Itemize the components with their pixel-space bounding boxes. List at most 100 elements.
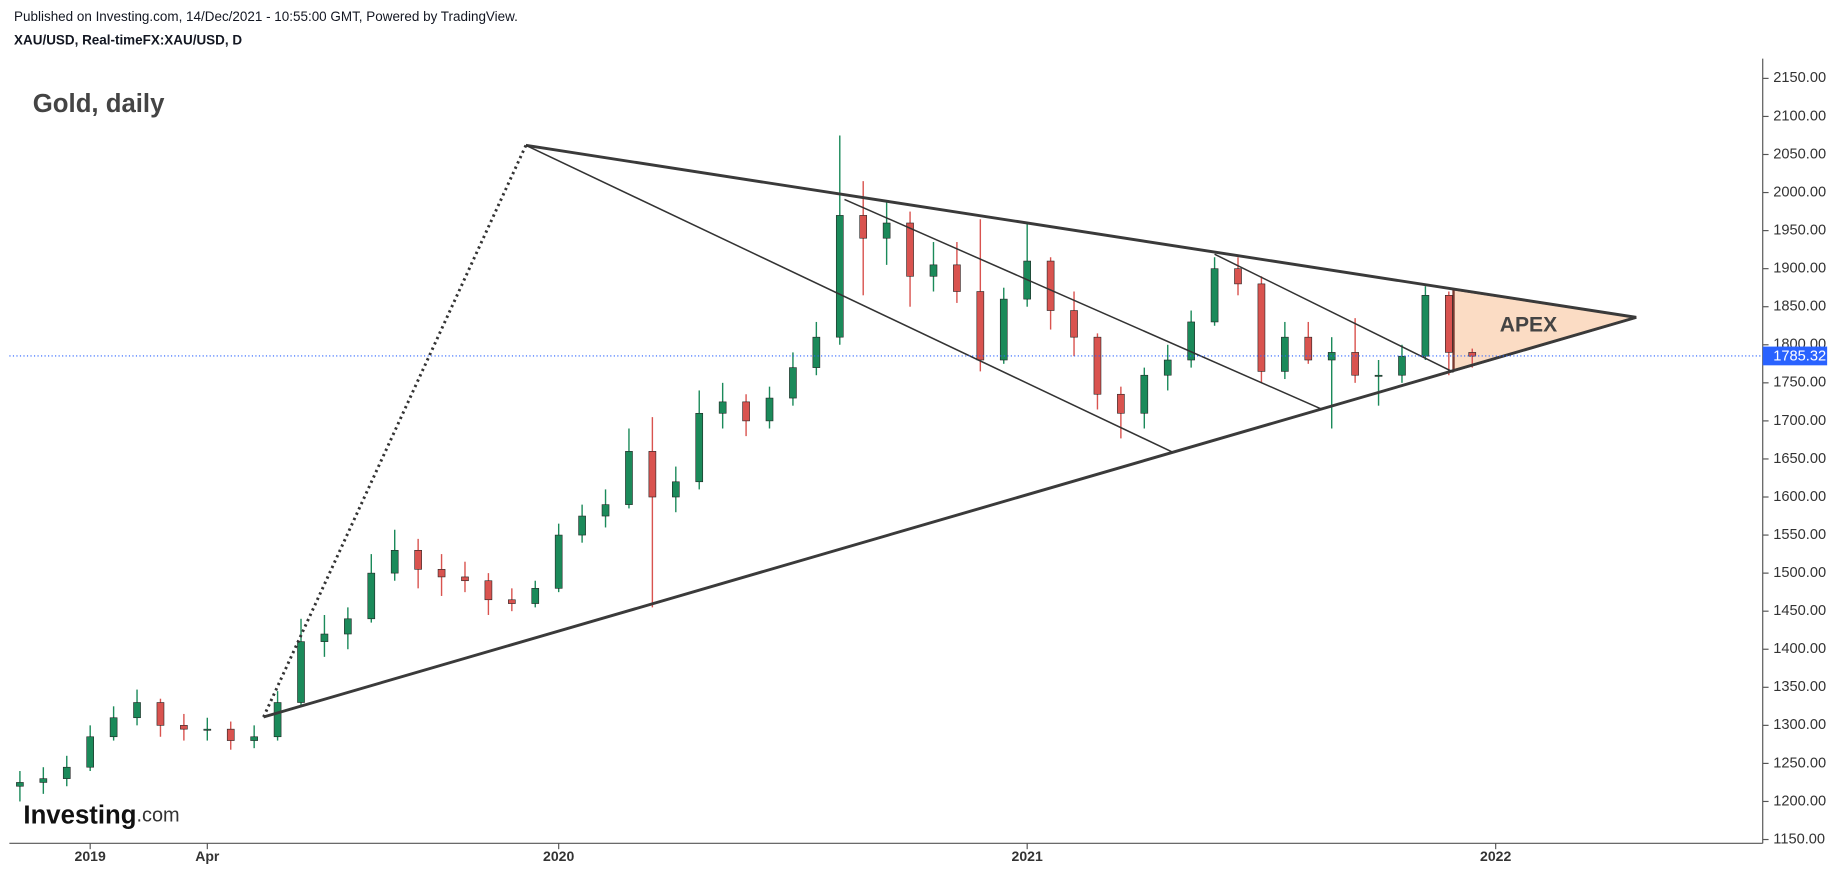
candle-body bbox=[133, 702, 141, 719]
candle-body bbox=[1351, 352, 1359, 376]
candle-body bbox=[226, 728, 235, 741]
logo: Investing.com bbox=[23, 801, 179, 829]
logo-suffix: .com bbox=[136, 805, 179, 827]
candle-body bbox=[390, 549, 399, 574]
candle-body bbox=[1046, 260, 1055, 311]
candle-body bbox=[672, 481, 680, 498]
candle-body bbox=[297, 641, 305, 703]
y-tick-label: 1200.00 bbox=[1773, 793, 1826, 809]
x-tick-label: 2019 bbox=[75, 848, 106, 864]
candle-body bbox=[484, 580, 493, 601]
trendline bbox=[525, 143, 1637, 319]
apex-label: APEX bbox=[1500, 313, 1557, 336]
y-tick-label: 1300.00 bbox=[1773, 717, 1826, 733]
candle-body bbox=[531, 588, 540, 604]
y-tick-label: 1450.00 bbox=[1773, 603, 1826, 619]
candle-body bbox=[578, 515, 586, 536]
candle-body bbox=[203, 728, 212, 731]
candle-body bbox=[976, 291, 985, 361]
trendline bbox=[1214, 253, 1454, 373]
y-tick-label: 1900.00 bbox=[1773, 261, 1826, 277]
candle-body bbox=[367, 572, 376, 620]
candle-body bbox=[648, 451, 657, 498]
candle-body bbox=[180, 725, 188, 730]
candle-body bbox=[765, 397, 774, 422]
last-price-label: 1785.32 bbox=[1773, 348, 1826, 364]
candle-body bbox=[789, 367, 797, 399]
candle-body bbox=[320, 633, 329, 642]
candle-body bbox=[601, 504, 610, 517]
candle-body bbox=[1140, 374, 1149, 414]
y-tick-label: 2150.00 bbox=[1773, 70, 1826, 86]
y-tick-label: 1850.00 bbox=[1773, 299, 1826, 315]
candle-body bbox=[1374, 374, 1383, 377]
candle-body bbox=[39, 778, 48, 783]
chart-title: Gold, daily bbox=[33, 90, 165, 118]
candle-body bbox=[1421, 295, 1430, 357]
last-price-box bbox=[1762, 346, 1828, 366]
candle-body bbox=[1187, 321, 1195, 361]
plot-layer: 1150.00 1200.00 1250.00 1300.00 1350.00 1400.… bbox=[9, 58, 1828, 864]
candle-body bbox=[1257, 283, 1266, 372]
y-tick-label: 1650.00 bbox=[1773, 451, 1826, 467]
trendline bbox=[844, 198, 1323, 411]
candle-body bbox=[999, 298, 1008, 361]
candle-body bbox=[929, 264, 938, 277]
y-tick-label: 2050.00 bbox=[1773, 146, 1826, 162]
x-tick-label: 2020 bbox=[543, 848, 574, 864]
y-tick-label: 1250.00 bbox=[1773, 755, 1826, 771]
candle-body bbox=[508, 599, 516, 604]
candle-body bbox=[1281, 336, 1289, 372]
candle-body bbox=[62, 766, 71, 779]
candle-body bbox=[1398, 355, 1406, 376]
candle-body bbox=[695, 412, 704, 483]
candle-body bbox=[1445, 295, 1453, 353]
candle-body bbox=[718, 401, 727, 414]
x-tick-label: 2022 bbox=[1480, 848, 1511, 864]
candle-body bbox=[414, 549, 422, 570]
candle-body bbox=[835, 215, 844, 338]
candle-body bbox=[461, 576, 469, 582]
y-tick-label: 1500.00 bbox=[1773, 565, 1826, 581]
x-tick-label: 2021 bbox=[1012, 848, 1043, 864]
candle-body bbox=[882, 222, 891, 239]
trendline bbox=[263, 315, 1637, 719]
candle-body bbox=[1163, 359, 1172, 376]
x-tick-label: Apr bbox=[195, 848, 220, 864]
candle-body bbox=[1117, 393, 1125, 414]
y-tick-label: 1350.00 bbox=[1773, 679, 1826, 695]
candle-body bbox=[1234, 268, 1242, 285]
candle-body bbox=[1070, 310, 1078, 338]
trendline bbox=[262, 144, 528, 718]
candle-body bbox=[344, 618, 352, 635]
y-tick-label: 2000.00 bbox=[1773, 184, 1826, 200]
candle-body bbox=[953, 264, 961, 292]
candle-body bbox=[1304, 336, 1313, 361]
candle-body bbox=[625, 451, 633, 505]
y-tick-label: 1750.00 bbox=[1773, 375, 1826, 391]
candle-body bbox=[812, 336, 821, 368]
candle-body bbox=[859, 215, 868, 239]
logo-name: Investing bbox=[23, 801, 136, 829]
y-tick-label: 2100.00 bbox=[1773, 108, 1826, 124]
candle-body bbox=[109, 717, 118, 738]
y-tick-label: 1950.00 bbox=[1773, 222, 1826, 238]
candle-body bbox=[906, 222, 914, 277]
candle-body bbox=[437, 569, 446, 578]
y-tick-label: 1600.00 bbox=[1773, 489, 1826, 505]
trendline bbox=[525, 144, 1173, 453]
candle-body bbox=[156, 702, 165, 726]
candle-body bbox=[273, 702, 282, 738]
y-tick-label: 1700.00 bbox=[1773, 413, 1826, 429]
candle-body bbox=[742, 401, 750, 422]
y-tick-label: 1550.00 bbox=[1773, 527, 1826, 543]
candle-body bbox=[1093, 336, 1102, 395]
y-tick-label: 1400.00 bbox=[1773, 641, 1826, 657]
published-note: Published on Investing.com, 14/Dec/2021 … bbox=[14, 9, 518, 24]
candle-body bbox=[250, 736, 258, 741]
candle-body bbox=[86, 736, 94, 768]
candle-body bbox=[554, 534, 563, 589]
candle-body bbox=[16, 782, 24, 787]
